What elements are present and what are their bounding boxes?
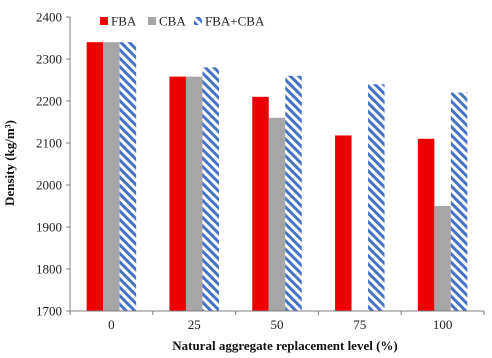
bar-fba-75 — [335, 135, 352, 311]
x-tick-label-50: 50 — [271, 317, 284, 332]
y-tick-label-1800: 1800 — [36, 262, 62, 277]
y-tick-label-2300: 2300 — [36, 52, 62, 67]
bar-fba-0 — [86, 42, 104, 311]
bar-cba-0 — [103, 42, 120, 311]
legend-label-cba: CBA — [159, 14, 186, 29]
y-tick-label-1700: 1700 — [36, 304, 62, 319]
x-tick-label-100: 100 — [433, 317, 453, 332]
bar-fba-50 — [252, 96, 269, 311]
bar-fba-cba-50 — [285, 75, 302, 311]
bar-fba-cba-75 — [368, 84, 385, 311]
legend-swatch-fba-cba — [194, 17, 202, 25]
x-tick-label-75: 75 — [353, 317, 366, 332]
y-axis-title: Density (kg/m³) — [2, 120, 17, 206]
y-tick-label-2200: 2200 — [36, 94, 62, 109]
x-tick-label-25: 25 — [188, 317, 201, 332]
bar-fba-cba-25 — [202, 67, 219, 312]
y-tick-label-2000: 2000 — [36, 178, 62, 193]
bar-fba-cba-100 — [450, 92, 468, 311]
x-tick-label-0: 0 — [108, 317, 115, 332]
y-tick-label-1900: 1900 — [36, 220, 62, 235]
y-tick-label-2400: 2400 — [36, 10, 62, 25]
bar-fba-cba-0 — [119, 42, 137, 311]
bar-cba-25 — [185, 76, 203, 311]
legend-swatch-fba — [100, 17, 108, 25]
y-tick-label-2100: 2100 — [36, 136, 62, 151]
bar-fba-25 — [169, 76, 186, 311]
bar-cba-100 — [434, 206, 451, 311]
legend-label-fba-cba: FBA+CBA — [205, 14, 265, 29]
legend-label-fba: FBA — [111, 14, 137, 29]
x-axis-title: Natural aggregate replacement level (%) — [172, 338, 398, 353]
bar-cba-50 — [268, 117, 286, 311]
bar-fba-100 — [417, 138, 435, 311]
legend-swatch-cba — [148, 17, 156, 25]
